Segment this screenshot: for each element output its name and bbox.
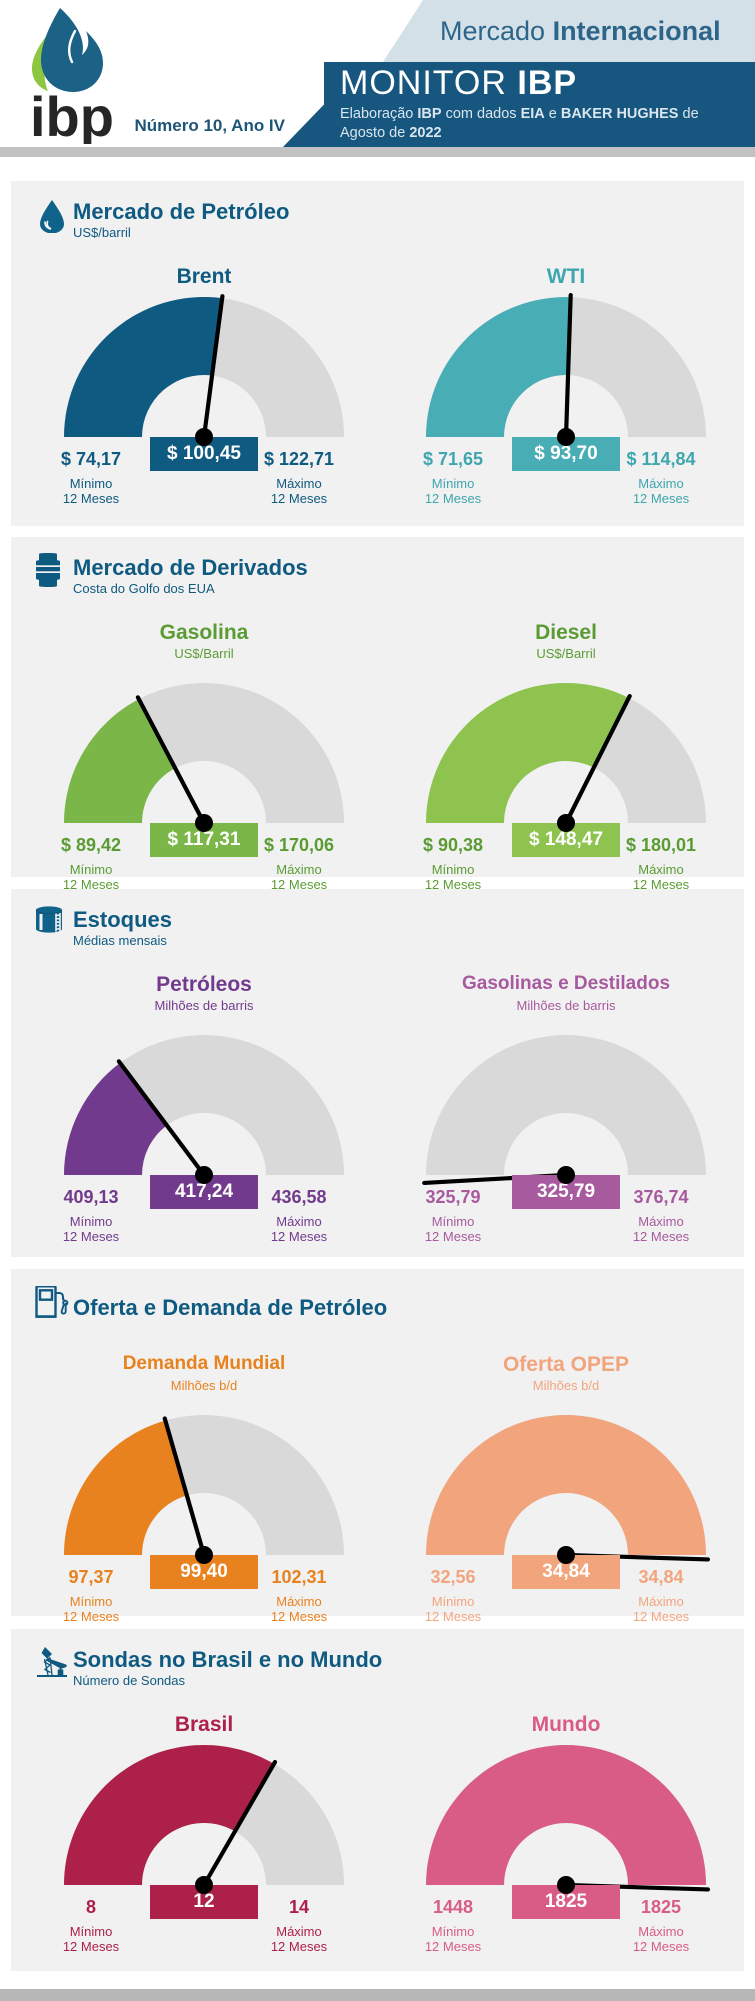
Oferta OPEP: Oferta OPEP Milhões b/d 34,84 32,56 Mínimo 12… — [393, 1351, 739, 1638]
Demanda Mundial: Demanda Mundial Milhões b/d 99,40 97,37 Míni… — [31, 1351, 377, 1638]
svg-text:ibp: ibp — [30, 85, 114, 144]
WTI: WTI $ 93,70 $ 71,65 Mínimo 12 Meses $ 114,84 M… — [393, 263, 739, 550]
Brent: Brent $ 100,45 $ 74,17 Mínimo 12 Meses $ 122,… — [31, 263, 377, 550]
Gasolina: Gasolina US$/Barril $ 117,31 $ 89,42 Mínimo 1… — [31, 619, 377, 906]
Brasil: Brasil 12 8 Mínimo 12 Meses 14 Máximo 12 Meses — [31, 1711, 377, 1998]
Gasolinas e Destilados: Gasolinas e Destilados Milhões de barris 3… — [393, 971, 739, 1258]
Mundo: Mundo 1825 1448 Mínimo 12 Meses 1825 Máximo 12 … — [393, 1711, 739, 1998]
Diesel: Diesel US$/Barril $ 148,47 $ 90,38 Mínimo 12 … — [393, 619, 739, 906]
Petróleos: Petróleos Milhões de barris 417,24 409,13 Mí… — [31, 971, 377, 1258]
